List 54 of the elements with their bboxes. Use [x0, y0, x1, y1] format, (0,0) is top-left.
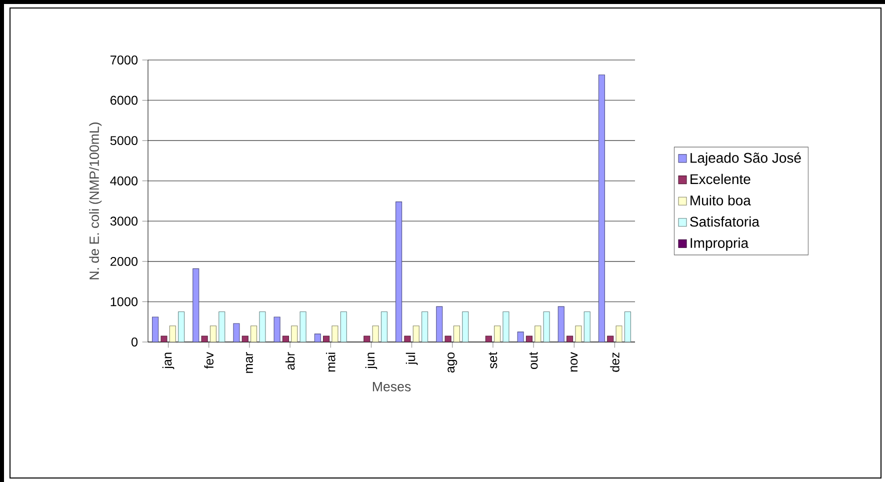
- bar: [372, 326, 379, 342]
- y-tick-label: 5000: [110, 136, 138, 146]
- bar: [218, 312, 226, 342]
- bar: [543, 312, 550, 342]
- bar: [422, 312, 428, 342]
- bar: [250, 326, 258, 342]
- bar: [192, 268, 200, 342]
- x-tick-label: nov: [570, 352, 578, 372]
- y-tick-label: 3000: [110, 216, 138, 226]
- bar: [616, 326, 622, 342]
- x-tick-label: fev: [204, 352, 214, 369]
- x-tick-label: jan: [162, 352, 174, 370]
- bar: [332, 326, 338, 342]
- x-tick-label: jun: [365, 352, 378, 370]
- bar: [291, 326, 298, 342]
- y-tick-label: 4000: [110, 176, 138, 186]
- y-tick-label: 0: [132, 338, 138, 346]
- x-tick-label: dez: [610, 352, 620, 372]
- bar: [396, 202, 402, 342]
- y-tick-label: 1000: [110, 297, 138, 306]
- bar: [453, 326, 460, 342]
- bar: [300, 312, 306, 342]
- bar: [502, 312, 510, 342]
- bar: [494, 326, 501, 342]
- bar: [624, 312, 631, 342]
- x-tick-label: ago: [448, 352, 458, 373]
- y-tick-label: 2000: [110, 256, 138, 266]
- legend-label: Muito boa: [690, 195, 751, 206]
- x-tick-label: abr: [285, 352, 295, 370]
- x-tick-label: jul: [406, 352, 418, 365]
- bar: [598, 74, 605, 342]
- bar: [340, 312, 347, 342]
- bar: [169, 326, 176, 342]
- x-tick-label: out: [529, 352, 538, 370]
- y-axis-title: N. de E. coli (NMP/100mL): [89, 122, 102, 280]
- legend-label: Satisfatoria: [690, 216, 760, 227]
- x-axis-title: Meses: [372, 382, 411, 392]
- bar: [584, 312, 590, 342]
- x-tick-label: mar: [246, 352, 253, 373]
- bar: [210, 326, 216, 342]
- bar: [259, 312, 266, 342]
- bar: [178, 312, 185, 342]
- x-tick-label: mai: [326, 352, 336, 372]
- legend-label: Lajeado São José: [690, 152, 801, 166]
- bar: [380, 312, 388, 342]
- legend-label: Impropria: [690, 238, 749, 251]
- bar: [534, 326, 542, 342]
- y-tick-label: 7000: [110, 56, 138, 64]
- bar: [575, 326, 582, 342]
- bar: [412, 326, 420, 342]
- y-tick-label: 6000: [110, 96, 138, 105]
- x-tick-label: set: [488, 352, 498, 368]
- bar: [462, 312, 469, 342]
- legend-label: Excelente: [690, 174, 750, 184]
